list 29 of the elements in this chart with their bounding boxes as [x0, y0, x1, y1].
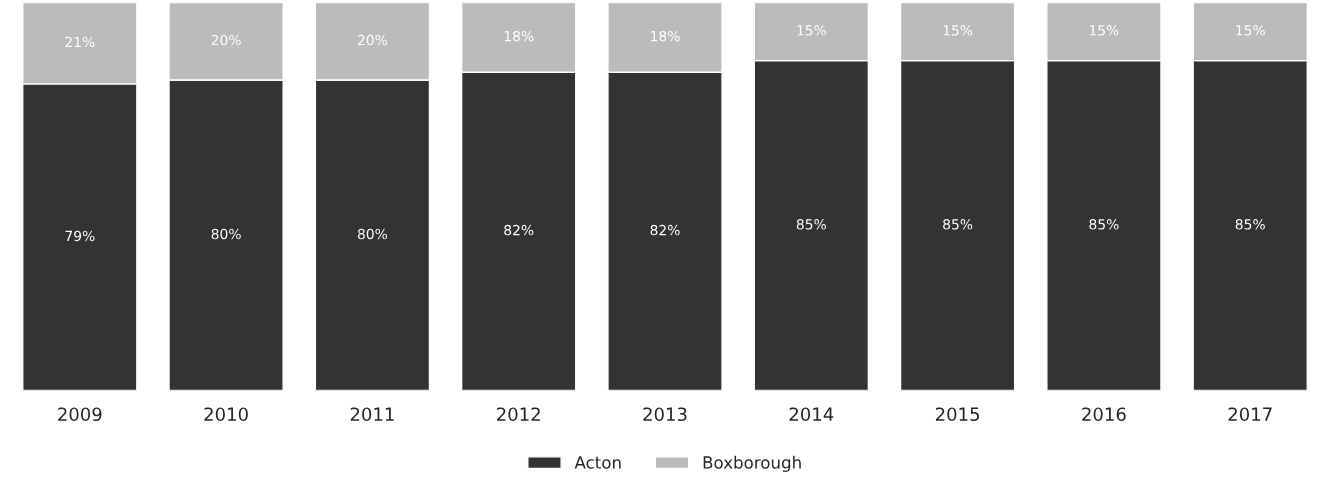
data-label: 15% [1089, 25, 1119, 36]
data-label: 85% [943, 219, 973, 230]
data-label: 80% [211, 228, 241, 240]
data-label: 85% [1089, 219, 1119, 230]
data-label: 18% [651, 30, 680, 42]
data-label: 15% [1236, 25, 1265, 36]
legend-label: Boxborough [703, 455, 801, 472]
data-label: 85% [1235, 219, 1265, 230]
data-label: 85% [796, 219, 826, 230]
x-tick-label: 2013 [643, 407, 687, 422]
data-label: 80% [357, 228, 388, 240]
x-tick-label: 2012 [497, 407, 540, 422]
x-tick-label: 2017 [1228, 407, 1272, 422]
data-label: 82% [504, 224, 534, 236]
data-label: 20% [357, 34, 388, 46]
data-label: 15% [797, 25, 826, 36]
data-label: 20% [211, 34, 241, 46]
data-label: 21% [65, 36, 95, 48]
x-tick-label: 2011 [350, 407, 394, 422]
x-tick-label: 2015 [935, 407, 979, 422]
data-label: 82% [650, 224, 680, 236]
data-label: 79% [65, 230, 95, 242]
x-tick-label: 2014 [789, 407, 834, 422]
legend-label: Acton [574, 456, 621, 469]
data-label: 18% [504, 30, 534, 42]
data-label: 15% [943, 25, 973, 36]
x-tick-label: 2016 [1082, 407, 1126, 422]
x-tick-label: 2009 [58, 407, 102, 422]
x-tick-label: 2010 [204, 407, 248, 422]
